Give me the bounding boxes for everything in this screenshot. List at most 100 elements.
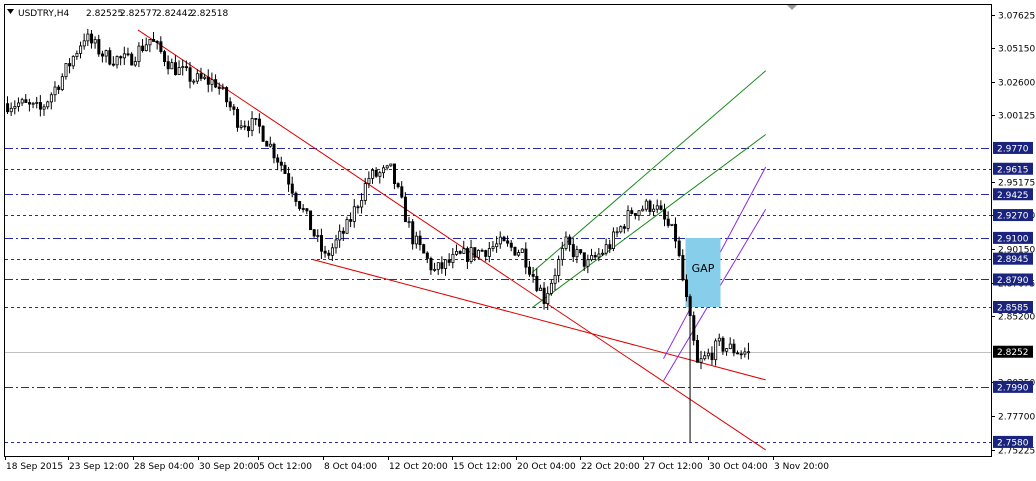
- candle-body: [728, 343, 732, 349]
- candle-body: [579, 249, 583, 254]
- y-tick-label: 3.00125: [998, 112, 1035, 122]
- y-tick-label: 2.90150: [998, 246, 1035, 256]
- x-tick-label: 18 Sep 2015: [6, 462, 63, 472]
- candle-body: [524, 248, 528, 268]
- candle-body: [371, 169, 375, 179]
- candle-body: [68, 63, 72, 67]
- candle-body: [725, 348, 729, 352]
- x-tick-label: 5 Oct 12:00: [259, 462, 312, 472]
- candle-body: [717, 337, 721, 342]
- candle-body: [455, 251, 459, 255]
- candle-body: [46, 101, 50, 108]
- candle-body: [243, 125, 247, 128]
- candle-body: [232, 106, 236, 110]
- candle-body: [498, 236, 502, 245]
- candle-body: [422, 244, 426, 254]
- level-price-label-bg: [993, 162, 1033, 175]
- level-price-label: 2.9425: [997, 191, 1029, 201]
- candle-body: [542, 287, 546, 304]
- x-tick-label: 12 Oct 20:00: [389, 462, 448, 472]
- last-price-label: 2.8252: [997, 348, 1029, 358]
- candle-body: [60, 76, 64, 90]
- candle-body: [637, 210, 641, 216]
- gap-box: [685, 237, 721, 308]
- candle-body: [487, 248, 491, 257]
- candle-body: [312, 229, 316, 237]
- candle-body: [582, 252, 586, 267]
- candle-body: [655, 205, 659, 210]
- candle-body: [641, 208, 645, 212]
- candle-body: [210, 79, 214, 85]
- candle-body: [64, 63, 68, 78]
- candle-body: [188, 67, 192, 82]
- candle-body: [747, 351, 751, 354]
- candle-body: [86, 33, 90, 42]
- candles: [6, 28, 751, 442]
- candle-body: [173, 62, 177, 75]
- candle-body: [111, 63, 115, 66]
- candle-body: [327, 252, 331, 256]
- candle-body: [276, 157, 280, 163]
- candle-body: [141, 45, 145, 52]
- candle-body: [236, 108, 240, 128]
- candle-body: [400, 186, 404, 198]
- candle-body: [309, 210, 313, 231]
- candle-body: [414, 235, 418, 245]
- candle-body: [465, 248, 469, 262]
- candle-body: [360, 200, 364, 208]
- level-price-label: 2.9770: [997, 144, 1029, 154]
- level-price-label: 2.8585: [997, 304, 1029, 314]
- candle-body: [699, 358, 703, 363]
- candle-body: [418, 235, 422, 245]
- candle-body: [692, 315, 696, 341]
- x-tick-label: 22 Oct 20:00: [581, 462, 640, 472]
- candle-body: [133, 61, 137, 66]
- candle-body: [392, 163, 396, 185]
- candle-body: [341, 230, 345, 234]
- candle-body: [287, 173, 291, 185]
- candle-body: [436, 262, 440, 270]
- level-price-label-bg: [993, 301, 1033, 314]
- candle-body: [82, 40, 86, 47]
- candle-body: [42, 106, 46, 110]
- candle-body: [382, 167, 386, 174]
- candle-body: [685, 279, 689, 298]
- candle-body: [203, 76, 207, 79]
- triangle-down-icon[interactable]: [7, 9, 14, 14]
- candle-body: [250, 118, 254, 132]
- candle-body: [305, 208, 309, 212]
- candle-body: [615, 231, 619, 234]
- candle-body: [652, 208, 656, 212]
- candle-body: [586, 259, 590, 267]
- candle-body: [670, 223, 674, 226]
- candle-body: [622, 226, 626, 229]
- y-tick-label: 2.95175: [998, 179, 1035, 189]
- trendlines: [137, 29, 767, 451]
- candle-body: [152, 39, 156, 42]
- candle-body: [535, 275, 539, 291]
- candle-body: [181, 66, 185, 69]
- candle-body: [294, 192, 298, 202]
- x-tick-label: 27 Oct 12:00: [644, 462, 703, 472]
- candle-body: [225, 87, 229, 103]
- candle-body: [633, 213, 637, 216]
- x-tick-label: 28 Sep 04:00: [134, 462, 194, 472]
- candle-body: [57, 86, 61, 90]
- candle-body: [137, 45, 141, 62]
- y-tick-label: 3.07625: [998, 12, 1035, 22]
- candle-body: [677, 240, 681, 256]
- candle-body: [257, 118, 261, 127]
- candle-body: [49, 94, 53, 103]
- y-tick-label: 2.75225: [998, 447, 1035, 457]
- candle-body: [451, 253, 455, 263]
- ohlc-low: 2.82442: [156, 9, 193, 19]
- candle-body: [17, 102, 21, 107]
- candle-body: [108, 50, 112, 65]
- candle-body: [363, 183, 367, 201]
- candle-body: [601, 252, 605, 255]
- candle-body: [6, 103, 10, 113]
- candle-body: [119, 56, 123, 59]
- candle-body: [38, 102, 42, 110]
- x-tick-label: 20 Oct 04:00: [517, 462, 576, 472]
